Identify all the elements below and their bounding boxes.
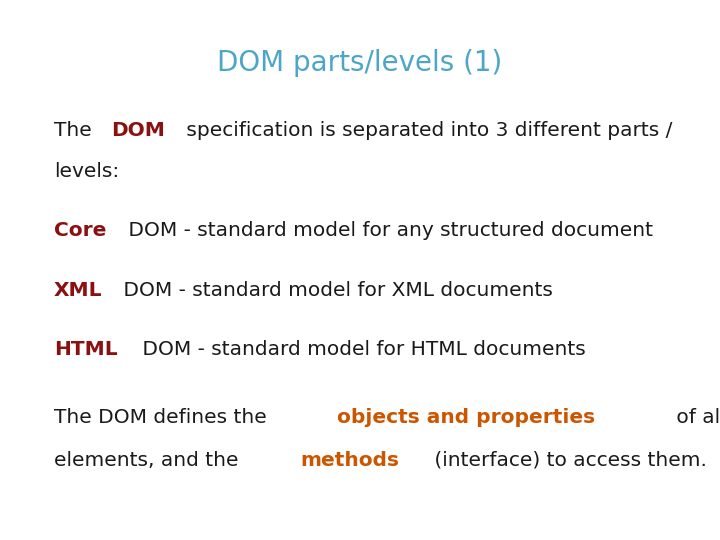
Text: DOM - standard model for XML documents: DOM - standard model for XML documents	[117, 281, 552, 300]
Text: levels:: levels:	[54, 162, 120, 181]
Text: DOM parts/levels (1): DOM parts/levels (1)	[217, 49, 503, 77]
Text: DOM - standard model for HTML documents: DOM - standard model for HTML documents	[136, 340, 586, 359]
Text: (interface) to access them.: (interface) to access them.	[428, 451, 707, 470]
Text: elements, and the: elements, and the	[54, 451, 245, 470]
Text: methods: methods	[300, 451, 400, 470]
Text: Core: Core	[54, 221, 107, 240]
Text: objects and properties: objects and properties	[337, 408, 595, 427]
Text: DOM - standard model for any structured document: DOM - standard model for any structured …	[122, 221, 652, 240]
Text: The: The	[54, 122, 98, 140]
Text: of all document: of all document	[670, 408, 720, 427]
Text: The DOM defines the: The DOM defines the	[54, 408, 273, 427]
Text: HTML: HTML	[54, 340, 117, 359]
Text: DOM: DOM	[111, 122, 165, 140]
Text: XML: XML	[54, 281, 102, 300]
Text: specification is separated into 3 different parts /: specification is separated into 3 differ…	[181, 122, 672, 140]
